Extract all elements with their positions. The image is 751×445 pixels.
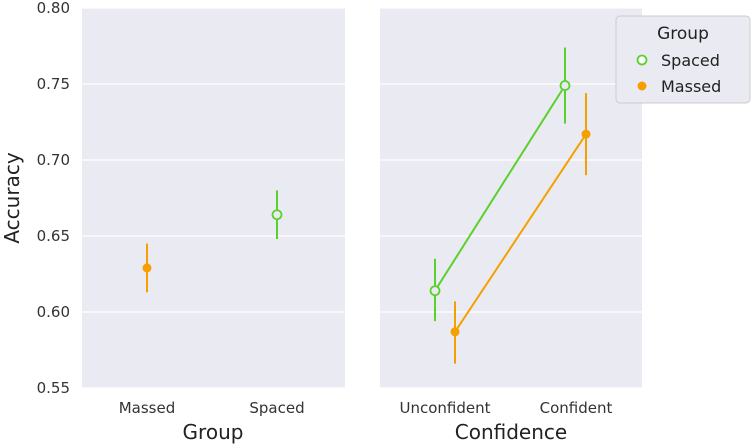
left-plot-area	[82, 8, 345, 388]
left-x-axis-label: Group	[183, 420, 244, 444]
point-massed-confident	[581, 129, 591, 139]
legend-box	[615, 15, 751, 104]
right-gridlines	[380, 7, 642, 389]
x-tick-confident: Confident	[540, 399, 613, 417]
legend: Group Spaced Massed	[615, 15, 751, 104]
x-tick-spaced: Spaced	[249, 399, 304, 417]
legend-spaced-marker	[636, 54, 648, 66]
point-massed	[142, 263, 152, 273]
legend-massed-label: Massed	[661, 77, 721, 96]
y-tick-label: 0.65	[37, 227, 70, 245]
legend-massed-marker	[637, 81, 647, 91]
series-line-spaced	[434, 84, 566, 292]
y-tick-labels: 0.55 0.60 0.65 0.70 0.75 0.80	[37, 0, 70, 397]
right-data-marks	[429, 47, 591, 364]
point-massed-unconfident	[450, 327, 460, 337]
y-axis-label: Accuracy	[0, 152, 24, 243]
y-tick-label: 0.55	[37, 379, 70, 397]
y-tick-label: 0.75	[37, 75, 70, 93]
x-tick-massed: Massed	[119, 399, 176, 417]
legend-title: Group	[657, 24, 709, 44]
left-gridlines	[82, 7, 345, 389]
y-tick-label: 0.70	[37, 151, 70, 169]
legend-spaced-label: Spaced	[661, 51, 720, 70]
series-line-massed	[454, 133, 587, 333]
point-spaced-confident	[559, 80, 571, 91]
y-tick-label: 0.80	[37, 0, 70, 17]
y-tick-label: 0.60	[37, 303, 70, 321]
point-spaced	[271, 209, 283, 221]
left-data-marks	[142, 190, 283, 293]
x-tick-unconfident: Unconfident	[399, 399, 490, 417]
right-plot-area	[380, 8, 642, 388]
right-x-axis-label: Confidence	[455, 420, 567, 444]
point-spaced-unconfident	[429, 285, 441, 297]
